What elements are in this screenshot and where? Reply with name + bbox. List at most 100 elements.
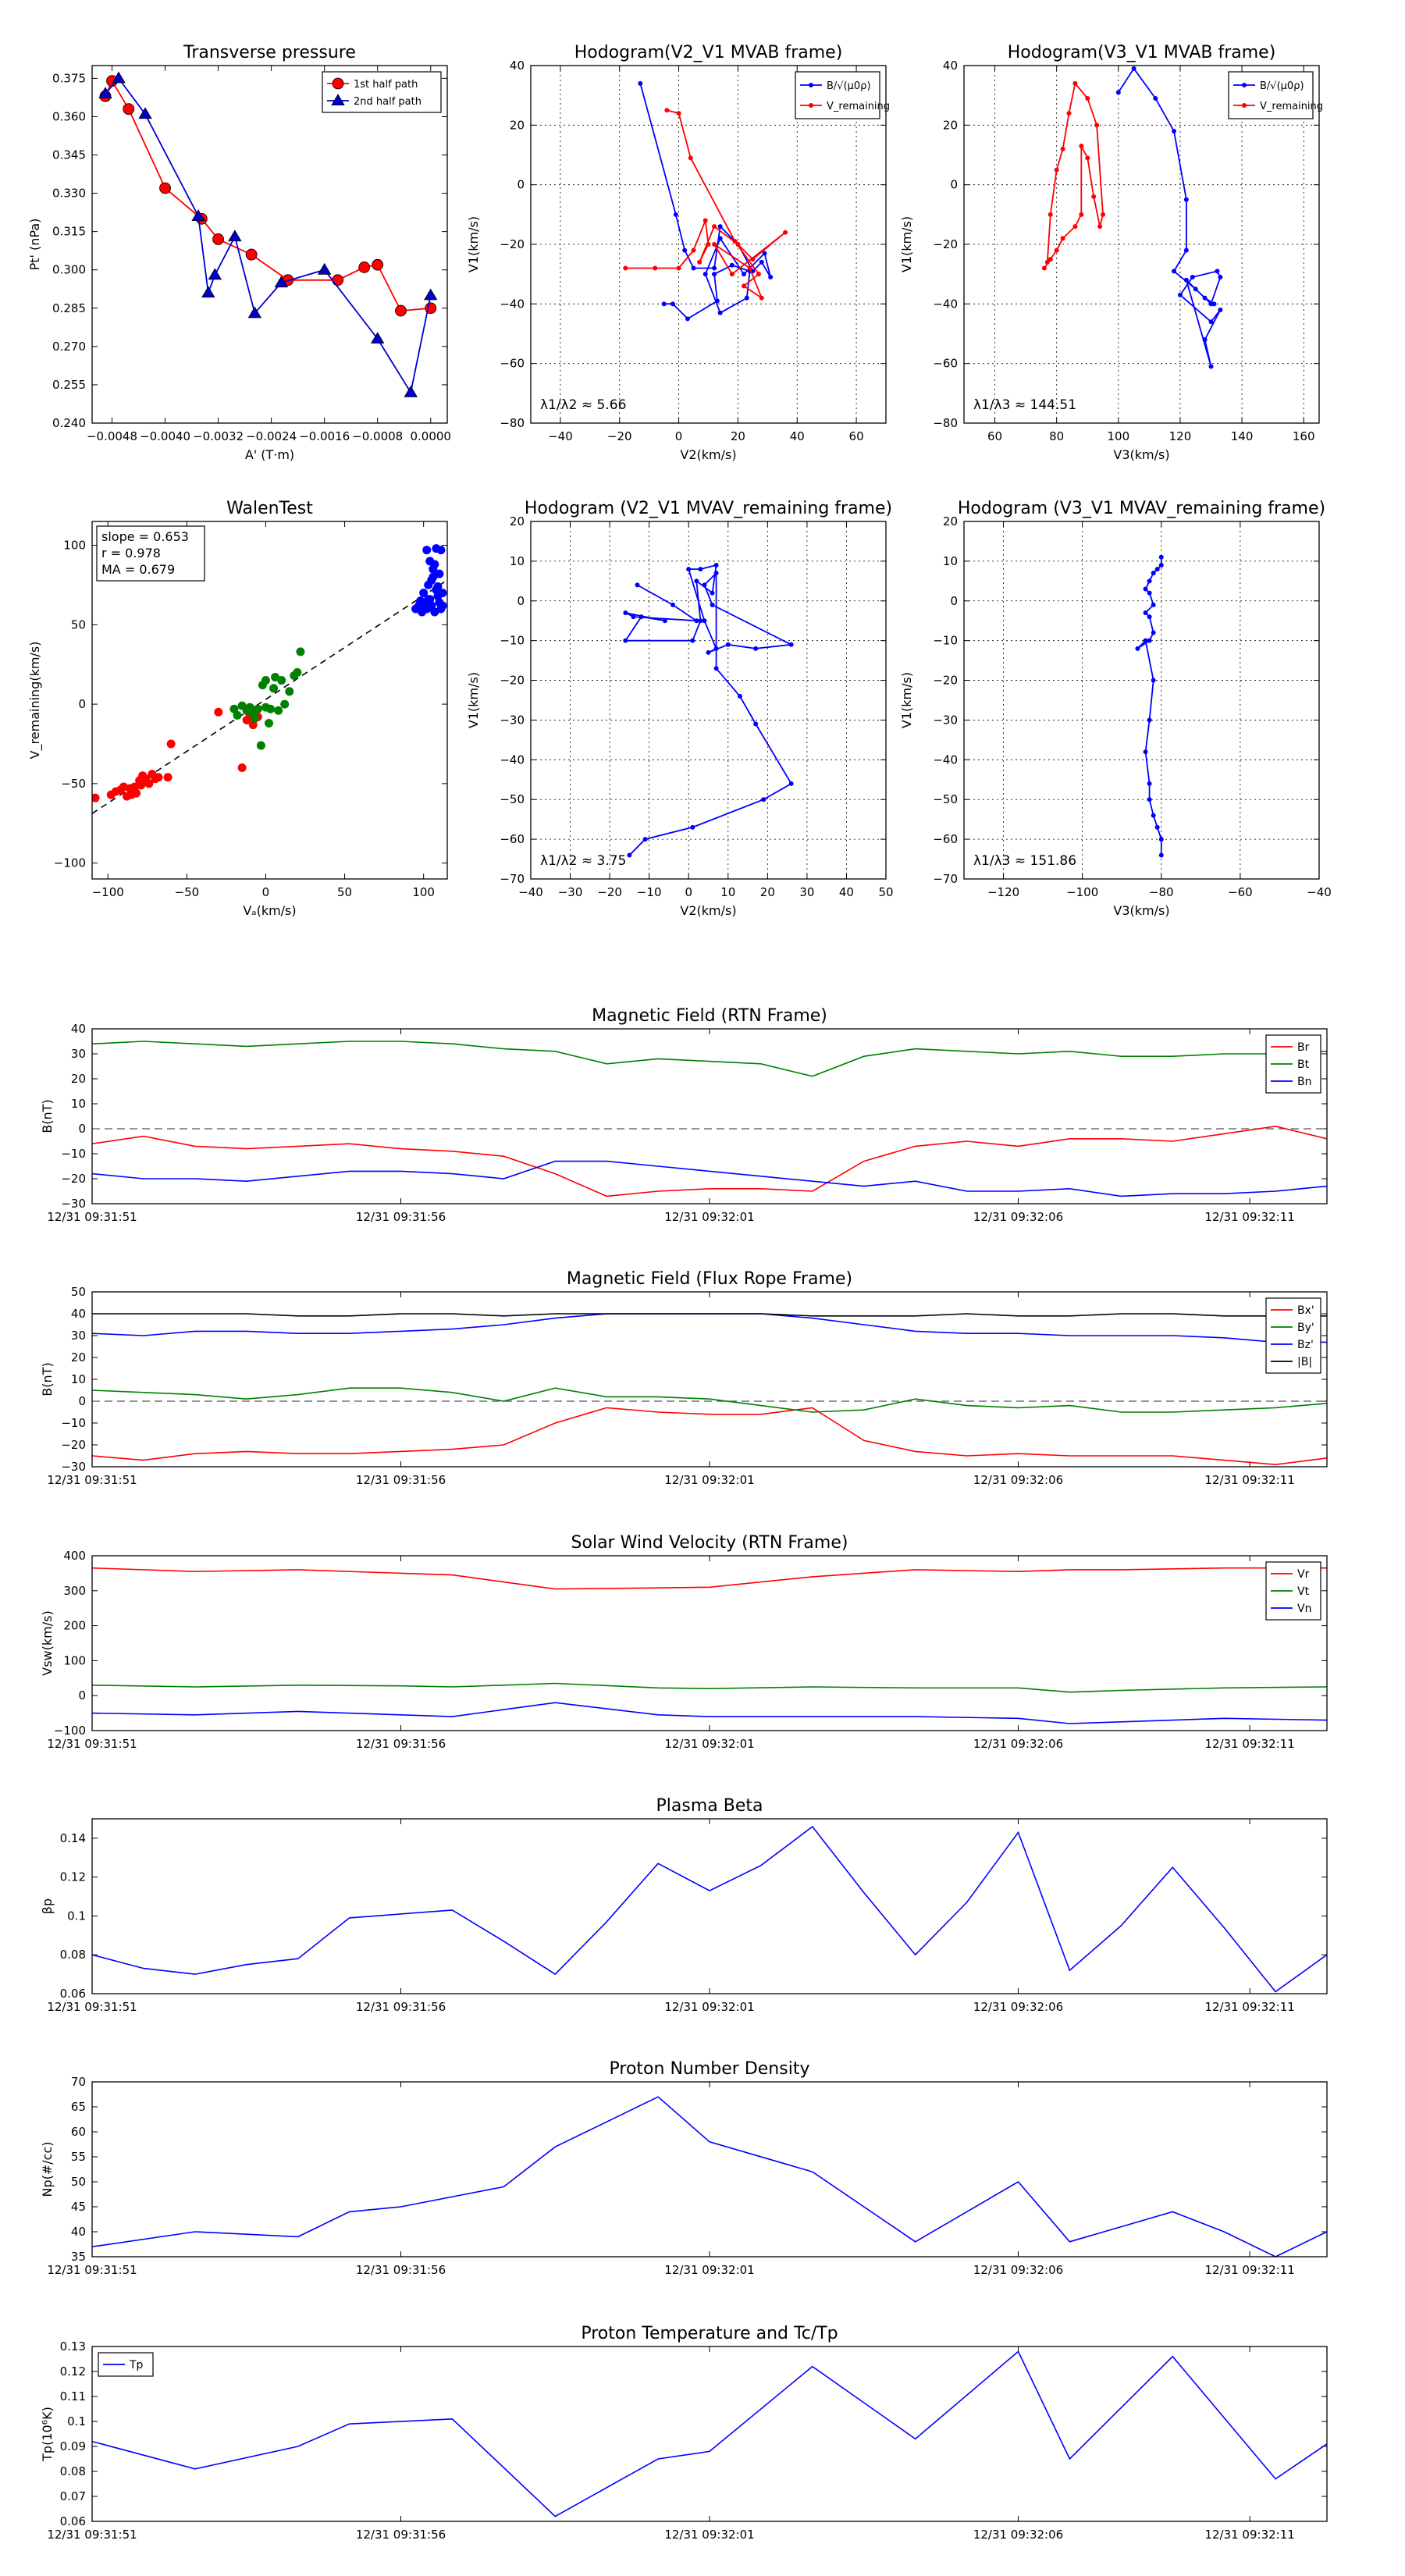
legend-marker [332,77,344,90]
chart-title: Hodogram(V3_V1 MVAB frame) [1008,43,1276,62]
data-point [1101,212,1106,217]
y-tick-label: 40 [71,1022,86,1036]
y-tick-label: 40 [71,1307,86,1321]
x-tick-label: 12/31 09:32:06 [973,2263,1063,2277]
data-point [233,710,242,720]
series-line [92,1825,1327,1993]
x-tick-label: 12/31 09:32:01 [664,2263,754,2277]
data-point [768,274,774,279]
series-Bn [92,1160,1327,1197]
y-tick-label: 0.375 [52,71,86,85]
x-axis-label: V3(km/s) [1113,903,1169,918]
data-point [742,283,746,289]
data-point [713,571,719,576]
data-point [1085,155,1090,161]
x-tick-label: 12/31 09:32:06 [973,1210,1063,1224]
plot-area [92,1029,1327,1204]
plot-frame [530,65,887,424]
x-tick-label: 12/31 09:32:06 [973,1473,1063,1487]
series-line [92,2350,1327,2517]
x-tick-label: 12/31 09:32:01 [664,2528,754,2542]
panel-hodo2: 60 80 100 120 140 160 −80 −60 −40 −20 0 20 40 Hodogra… [899,43,1323,462]
data-point [642,837,648,842]
data-point [1147,638,1152,643]
y-tick-label: 0.08 [60,1948,86,1962]
data-point [653,265,658,271]
legend-label: 1st half path [354,79,418,91]
x-tick-label: 140 [1231,429,1254,443]
data-point [1215,269,1220,274]
data-point [1208,319,1214,325]
y-tick-label: 0.360 [52,109,86,123]
legend-box [1265,1297,1321,1374]
y-tick-label: 45 [71,2200,86,2214]
data-point [1183,277,1189,283]
data-point [277,676,286,685]
y-axis-label: Pt' (nPa) [27,219,42,271]
x-tick-label: 12/31 09:32:11 [1204,2528,1294,2542]
data-point [1048,257,1053,262]
x-tick-label: −20 [597,885,622,899]
series-B/√(μ0ρ) [1115,66,1223,369]
data-point [214,707,223,717]
data-point [245,248,258,261]
data-point [395,304,407,317]
series-By' [92,1387,1327,1413]
y-axis-label: Tp(10⁶K) [40,2407,55,2462]
legend-label: Bx' [1297,1304,1314,1317]
y-tick-label: 0 [517,178,525,192]
panel-hodo3: −40 −30 −20 −10 0 10 20 30 40 50 −70 −60 −50 −40 −30 −2… [466,499,894,918]
data-point [274,276,289,288]
data-point [1079,144,1084,149]
y-tick-label: 0.1 [67,1909,86,1923]
y-tick-label: 10 [943,554,958,568]
y-tick-label: 0 [78,1394,86,1408]
x-tick-label: 0 [675,429,683,443]
y-tick-label: 40 [71,2225,86,2239]
legend-label: Br [1297,1041,1310,1054]
eigenvalue-ratio-annotation: λ1/λ3 ≈ 151.86 [973,853,1076,869]
y-tick-label: 20 [510,514,525,528]
data-point [1147,590,1152,596]
data-point [435,569,444,578]
x-tick-label: 50 [878,885,893,899]
data-point [1158,852,1164,858]
series-line [92,1125,1327,1197]
y-tick-label: 55 [71,2150,86,2164]
data-point [332,274,344,286]
panel-vsw: 12/31 09:31:51 12/31 09:31:56 12/31 09:32:… [40,1533,1328,1751]
data-point [676,265,681,271]
x-tick-label: 12/31 09:31:56 [356,1737,446,1751]
data-point [285,687,294,696]
series-2nd half path [98,71,438,397]
data-point [1158,554,1164,560]
data-point [735,242,741,247]
y-tick-label: −70 [500,872,525,886]
x-tick-label: 12/31 09:31:56 [356,2263,446,2277]
legend-label: B/√(μ0ρ) [827,80,871,92]
chart-title: Magnetic Field (RTN Frame) [592,1006,827,1026]
series-line [624,564,794,856]
chart-title: Proton Temperature and Tc/Tp [581,2324,838,2343]
data-point [662,618,667,624]
data-point [783,229,788,235]
chart-title: Magnetic Field (Flux Rope Frame) [567,1269,852,1289]
x-tick-label: −100 [1066,885,1098,899]
data-point [638,614,644,620]
eigenvalue-ratio-annotation: λ1/λ2 ≈ 5.66 [540,397,626,413]
data-point [293,667,302,677]
data-point [1147,797,1152,802]
data-point [694,618,699,624]
y-tick-label: −30 [500,713,525,727]
data-point [706,649,711,655]
data-point [1085,95,1090,101]
legend-box [322,71,442,113]
plot-frame [963,65,1320,424]
data-point [698,567,703,572]
data-point [729,262,735,268]
panel-np: 12/31 09:31:51 12/31 09:31:56 12/31 09:32:… [40,2059,1328,2277]
y-tick-label: 0.13 [60,2339,86,2354]
x-tick-label: 12/31 09:31:51 [47,2528,137,2542]
data-point [1151,630,1156,635]
legend-label: 2nd half path [354,96,422,108]
